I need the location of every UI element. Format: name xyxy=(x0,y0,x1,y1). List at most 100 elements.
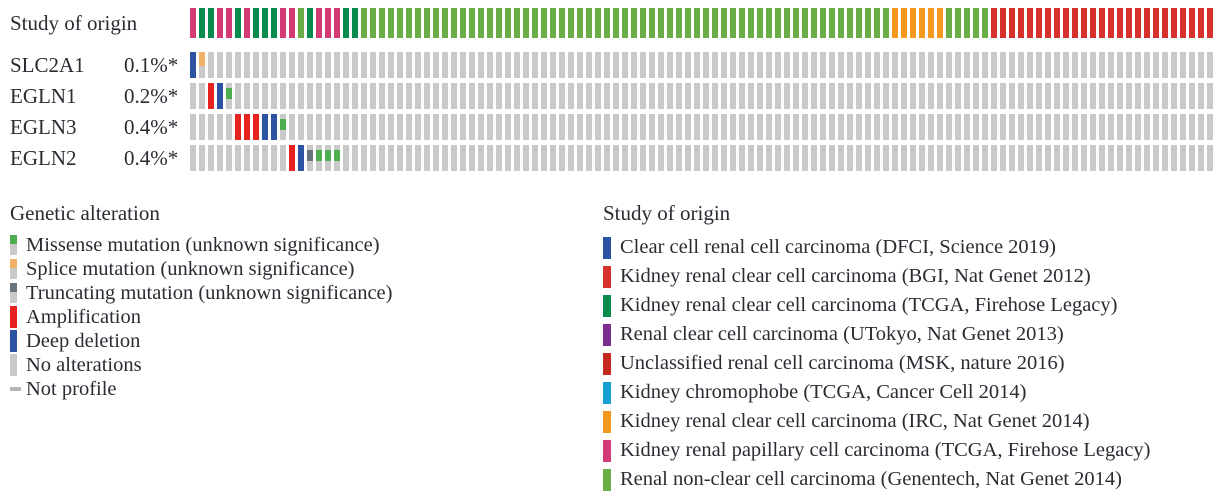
study-origin-bar[interactable] xyxy=(1054,8,1060,38)
study-origin-bar[interactable] xyxy=(865,8,871,38)
alteration-cell-none[interactable] xyxy=(280,145,286,171)
study-origin-bar[interactable] xyxy=(307,8,313,38)
alteration-cell-none[interactable] xyxy=(586,83,592,109)
alteration-cell-none[interactable] xyxy=(379,145,385,171)
alteration-cell-none[interactable] xyxy=(406,145,412,171)
study-origin-bar[interactable] xyxy=(685,8,691,38)
alteration-cell-none[interactable] xyxy=(1081,52,1087,78)
alteration-cell-none[interactable] xyxy=(802,52,808,78)
alteration-cell-none[interactable] xyxy=(550,52,556,78)
alteration-cell-none[interactable] xyxy=(919,83,925,109)
study-origin-bar[interactable] xyxy=(559,8,565,38)
alteration-cell-none[interactable] xyxy=(253,83,259,109)
alteration-cell-none[interactable] xyxy=(550,83,556,109)
alteration-cell-none[interactable] xyxy=(640,52,646,78)
study-origin-bar[interactable] xyxy=(262,8,268,38)
alteration-cell-none[interactable] xyxy=(532,83,538,109)
study-origin-bar[interactable] xyxy=(604,8,610,38)
alteration-cell-none[interactable] xyxy=(532,145,538,171)
alteration-cell-none[interactable] xyxy=(649,145,655,171)
alteration-cell-none[interactable] xyxy=(946,83,952,109)
study-origin-bar[interactable] xyxy=(1126,8,1132,38)
alteration-cell-none[interactable] xyxy=(1000,83,1006,109)
alteration-cell-none[interactable] xyxy=(793,114,799,140)
study-origin-bar[interactable] xyxy=(1162,8,1168,38)
study-origin-bar[interactable] xyxy=(676,8,682,38)
study-origin-bar[interactable] xyxy=(847,8,853,38)
alteration-cell-none[interactable] xyxy=(982,52,988,78)
alteration-cell-none[interactable] xyxy=(262,83,268,109)
alteration-cell-none[interactable] xyxy=(613,145,619,171)
alteration-cell-none[interactable] xyxy=(298,52,304,78)
alteration-cell-deep_deletion[interactable] xyxy=(271,114,277,140)
alteration-cell-none[interactable] xyxy=(550,114,556,140)
alteration-cell-none[interactable] xyxy=(739,83,745,109)
alteration-cell-none[interactable] xyxy=(469,83,475,109)
alteration-cell-none[interactable] xyxy=(235,83,241,109)
alteration-cell-none[interactable] xyxy=(865,145,871,171)
legend-item-deep_deletion[interactable]: Deep deletion xyxy=(10,329,392,353)
alteration-cell-none[interactable] xyxy=(307,114,313,140)
alteration-cell-none[interactable] xyxy=(856,52,862,78)
alteration-cell-none[interactable] xyxy=(1126,83,1132,109)
study-origin-bar[interactable] xyxy=(451,8,457,38)
alteration-cell-none[interactable] xyxy=(361,114,367,140)
study-legend-item-chromophobe[interactable]: Kidney chromophobe (TCGA, Cancer Cell 20… xyxy=(603,378,1151,407)
alteration-cell-none[interactable] xyxy=(325,114,331,140)
alteration-cell-none[interactable] xyxy=(685,52,691,78)
alteration-cell-none[interactable] xyxy=(469,114,475,140)
alteration-cell-none[interactable] xyxy=(856,83,862,109)
alteration-cell-none[interactable] xyxy=(685,83,691,109)
alteration-cell-none[interactable] xyxy=(667,145,673,171)
alteration-cell-none[interactable] xyxy=(496,145,502,171)
alteration-cell-none[interactable] xyxy=(937,83,943,109)
alteration-cell-none[interactable] xyxy=(802,114,808,140)
alteration-cell-none[interactable] xyxy=(874,114,880,140)
alteration-cell-none[interactable] xyxy=(901,52,907,78)
study-origin-bar[interactable] xyxy=(1045,8,1051,38)
alteration-cell-none[interactable] xyxy=(829,52,835,78)
study-origin-bar[interactable] xyxy=(1027,8,1033,38)
alteration-cell-none[interactable] xyxy=(496,52,502,78)
alteration-cell-none[interactable] xyxy=(910,52,916,78)
alteration-cell-none[interactable] xyxy=(559,52,565,78)
alteration-cell-none[interactable] xyxy=(523,145,529,171)
alteration-cell-none[interactable] xyxy=(451,52,457,78)
alteration-cell-none[interactable] xyxy=(919,145,925,171)
alteration-cell-none[interactable] xyxy=(343,145,349,171)
alteration-cell-none[interactable] xyxy=(1000,114,1006,140)
alteration-cell-none[interactable] xyxy=(631,83,637,109)
alteration-cell-none[interactable] xyxy=(1135,145,1141,171)
alteration-cell-none[interactable] xyxy=(766,145,772,171)
alteration-cell-none[interactable] xyxy=(217,145,223,171)
alteration-cell-none[interactable] xyxy=(847,114,853,140)
alteration-cell-none[interactable] xyxy=(1126,114,1132,140)
alteration-cell-none[interactable] xyxy=(829,145,835,171)
alteration-cell-none[interactable] xyxy=(226,52,232,78)
alteration-cell-none[interactable] xyxy=(244,145,250,171)
alteration-cell-none[interactable] xyxy=(937,52,943,78)
alteration-cell-none[interactable] xyxy=(1144,83,1150,109)
alteration-cell-none[interactable] xyxy=(721,145,727,171)
alteration-cell-none[interactable] xyxy=(1018,114,1024,140)
alteration-cell-none[interactable] xyxy=(397,145,403,171)
alteration-cell-none[interactable] xyxy=(847,145,853,171)
study-origin-bar[interactable] xyxy=(892,8,898,38)
alteration-cell-none[interactable] xyxy=(1162,52,1168,78)
alteration-cell-none[interactable] xyxy=(289,52,295,78)
alteration-cell-none[interactable] xyxy=(415,114,421,140)
alteration-cell-none[interactable] xyxy=(1099,145,1105,171)
alteration-cell-none[interactable] xyxy=(964,83,970,109)
alteration-cell-none[interactable] xyxy=(1009,52,1015,78)
alteration-cell-none[interactable] xyxy=(838,145,844,171)
alteration-cell-none[interactable] xyxy=(667,52,673,78)
alteration-cell-none[interactable] xyxy=(595,114,601,140)
alteration-cell-none[interactable] xyxy=(1063,114,1069,140)
study-origin-bar[interactable] xyxy=(1153,8,1159,38)
alteration-cell-none[interactable] xyxy=(1054,114,1060,140)
study-origin-bar[interactable] xyxy=(595,8,601,38)
study-origin-bar[interactable] xyxy=(280,8,286,38)
alteration-cell-none[interactable] xyxy=(1153,145,1159,171)
alteration-cell-none[interactable] xyxy=(361,52,367,78)
alteration-cell-none[interactable] xyxy=(217,114,223,140)
